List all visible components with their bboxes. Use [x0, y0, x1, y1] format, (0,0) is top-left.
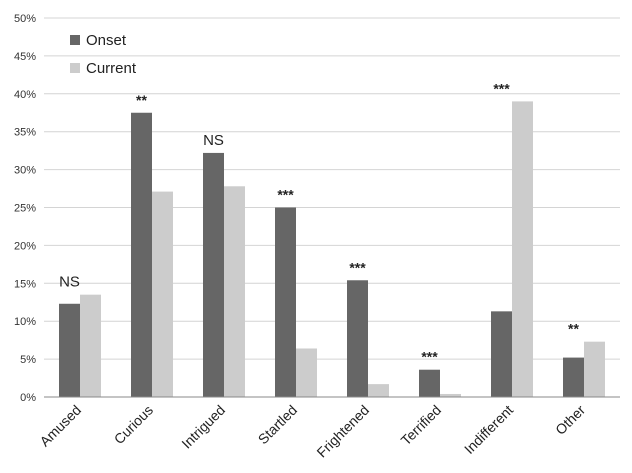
- bar-current-indifferent: [512, 101, 533, 397]
- y-tick-label: 25%: [14, 203, 36, 215]
- y-tick-label: 30%: [14, 165, 36, 177]
- category-label: Indifferent: [461, 402, 516, 457]
- significance-label: **: [136, 92, 147, 108]
- significance-label: ***: [349, 259, 366, 275]
- y-tick-label: 40%: [14, 89, 36, 101]
- bar-onset-intrigued: [203, 152, 224, 397]
- legend-label-onset: Onset: [86, 32, 127, 49]
- bar-onset-frightened: [347, 280, 368, 397]
- y-tick-label: 0%: [20, 392, 36, 404]
- legend-swatch-onset: [70, 35, 80, 45]
- y-tick-label: 45%: [14, 51, 36, 63]
- bar-current-intrigued: [224, 186, 245, 397]
- bar-current-curious: [152, 191, 173, 397]
- legend: Onset Current: [70, 32, 137, 77]
- category-label: Intrigued: [178, 402, 228, 452]
- y-axis-ticks: 0% 5% 10% 15% 20% 25% 30% 35% 40% 45% 50%: [14, 13, 36, 404]
- bar-current-frightened: [368, 384, 389, 397]
- bar-onset-amused: [59, 303, 80, 397]
- bar-current-amused: [80, 294, 101, 397]
- category-label: Terrified: [398, 402, 445, 449]
- significance-labels: NS**NS**************: [59, 80, 579, 364]
- category-label: Other: [552, 402, 588, 438]
- y-tick-label: 15%: [14, 278, 36, 290]
- significance-label: ***: [421, 349, 438, 365]
- significance-label: ***: [277, 187, 294, 203]
- significance-label: NS: [59, 274, 80, 291]
- y-tick-label: 20%: [14, 240, 36, 252]
- category-label: Curious: [111, 402, 156, 447]
- bar-onset-curious: [131, 112, 152, 397]
- bar-onset-startled: [275, 207, 296, 397]
- y-tick-label: 10%: [14, 316, 36, 328]
- bar-current-other: [584, 341, 605, 397]
- significance-label: **: [568, 321, 579, 337]
- bar-current-startled: [296, 348, 317, 397]
- legend-label-current: Current: [86, 60, 137, 77]
- significance-label: NS: [203, 132, 224, 149]
- bar-current-terrified: [440, 393, 461, 397]
- category-label: Amused: [36, 402, 84, 450]
- y-tick-label: 5%: [20, 354, 36, 366]
- category-label: Frightened: [313, 402, 372, 461]
- category-label: Startled: [255, 402, 300, 447]
- bars: [59, 101, 605, 397]
- y-tick-label: 50%: [14, 13, 36, 25]
- bar-onset-terrified: [419, 369, 440, 397]
- bar-onset-indifferent: [491, 311, 512, 397]
- legend-swatch-current: [70, 63, 80, 73]
- category-labels: Amused Curious Intrigued Startled Frightened…: [36, 402, 588, 461]
- significance-label: ***: [493, 80, 510, 96]
- bar-onset-other: [563, 357, 584, 397]
- y-tick-label: 35%: [14, 127, 36, 139]
